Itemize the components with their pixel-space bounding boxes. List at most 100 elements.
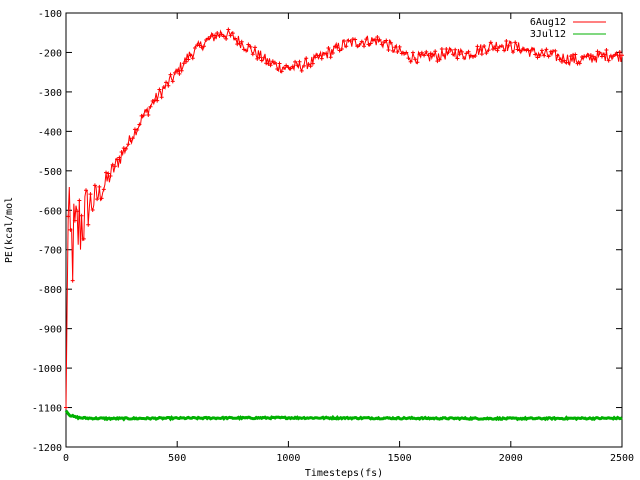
data-point (413, 57, 418, 62)
data-point (277, 61, 282, 66)
y-tick-label: -500 (38, 167, 62, 178)
data-point (90, 207, 95, 212)
data-point (221, 34, 226, 39)
data-point (417, 52, 422, 57)
data-point (313, 55, 318, 60)
data-point (255, 56, 260, 61)
data-point (124, 146, 129, 151)
data-point (379, 42, 384, 47)
data-point (250, 52, 255, 57)
data-point (384, 38, 389, 43)
data-point (390, 48, 395, 53)
data-point (259, 58, 264, 63)
data-point (179, 68, 184, 73)
data-point (219, 32, 224, 37)
data-point (468, 53, 473, 58)
data-point (577, 61, 582, 66)
data-point (491, 47, 496, 52)
data-point (279, 69, 284, 74)
data-point (72, 218, 77, 223)
data-point (348, 38, 353, 43)
data-point (479, 52, 484, 57)
data-point (148, 104, 153, 109)
data-point (226, 27, 231, 32)
data-point (246, 42, 251, 47)
data-point (606, 58, 611, 63)
y-tick-label: -200 (38, 48, 62, 59)
data-point (239, 39, 244, 44)
data-point (484, 51, 489, 56)
data-point (477, 47, 482, 52)
data-point (402, 51, 407, 56)
data-point (333, 44, 338, 49)
data-point (466, 49, 471, 54)
data-point (535, 55, 540, 60)
data-point (562, 58, 567, 63)
axis-ticks: 0 500 1000 1500 2000 2500 -1200 -1100 -1000 -900 -… (32, 9, 634, 464)
data-point (486, 48, 491, 53)
data-point (542, 53, 547, 58)
data-point (190, 56, 195, 61)
data-point (110, 162, 115, 167)
data-point (92, 183, 97, 188)
data-point (584, 54, 589, 59)
data-point (157, 87, 162, 92)
data-point (362, 44, 367, 49)
data-point (573, 52, 578, 57)
data-point (506, 43, 511, 48)
data-point (268, 63, 273, 68)
data-point (555, 53, 560, 58)
data-point (426, 53, 431, 58)
data-point (146, 112, 151, 117)
data-point (366, 42, 371, 47)
series-line-6Aug12 (65, 27, 623, 408)
data-point (284, 63, 289, 68)
y-tick-label: -600 (38, 206, 62, 217)
data-point (368, 41, 373, 46)
data-point (150, 99, 155, 104)
data-point (337, 48, 342, 53)
data-point (75, 209, 80, 214)
data-point (462, 56, 467, 61)
data-point (339, 47, 344, 52)
data-point (386, 47, 391, 52)
data-point (459, 49, 464, 54)
data-point (370, 38, 375, 43)
data-point (553, 48, 558, 53)
data-point (373, 37, 378, 42)
data-point (170, 79, 175, 84)
data-point (308, 64, 313, 69)
data-point (617, 49, 622, 54)
data-point (197, 43, 202, 48)
data-point (422, 53, 427, 58)
data-point (559, 59, 564, 64)
data-point (79, 213, 84, 218)
data-point (504, 39, 509, 44)
data-point (128, 138, 133, 143)
data-point (81, 236, 86, 241)
data-point (304, 56, 309, 61)
data-point (611, 54, 616, 59)
data-point (68, 227, 73, 232)
data-point (355, 44, 360, 49)
data-point (435, 59, 440, 64)
data-point (457, 52, 462, 57)
y-tick-label: -1100 (32, 404, 62, 415)
data-point (164, 80, 169, 85)
data-point (588, 53, 593, 58)
series-layer (64, 27, 624, 422)
data-point (597, 50, 602, 55)
data-point (548, 49, 553, 54)
data-point (453, 47, 458, 52)
data-point (595, 49, 600, 54)
data-point (257, 55, 262, 60)
data-point (152, 97, 157, 102)
data-point (117, 155, 122, 160)
data-point (213, 33, 218, 38)
data-point (175, 69, 180, 74)
data-point (446, 50, 451, 55)
data-point (293, 59, 298, 64)
data-point (275, 66, 280, 71)
y-tick-label: -100 (38, 9, 62, 20)
